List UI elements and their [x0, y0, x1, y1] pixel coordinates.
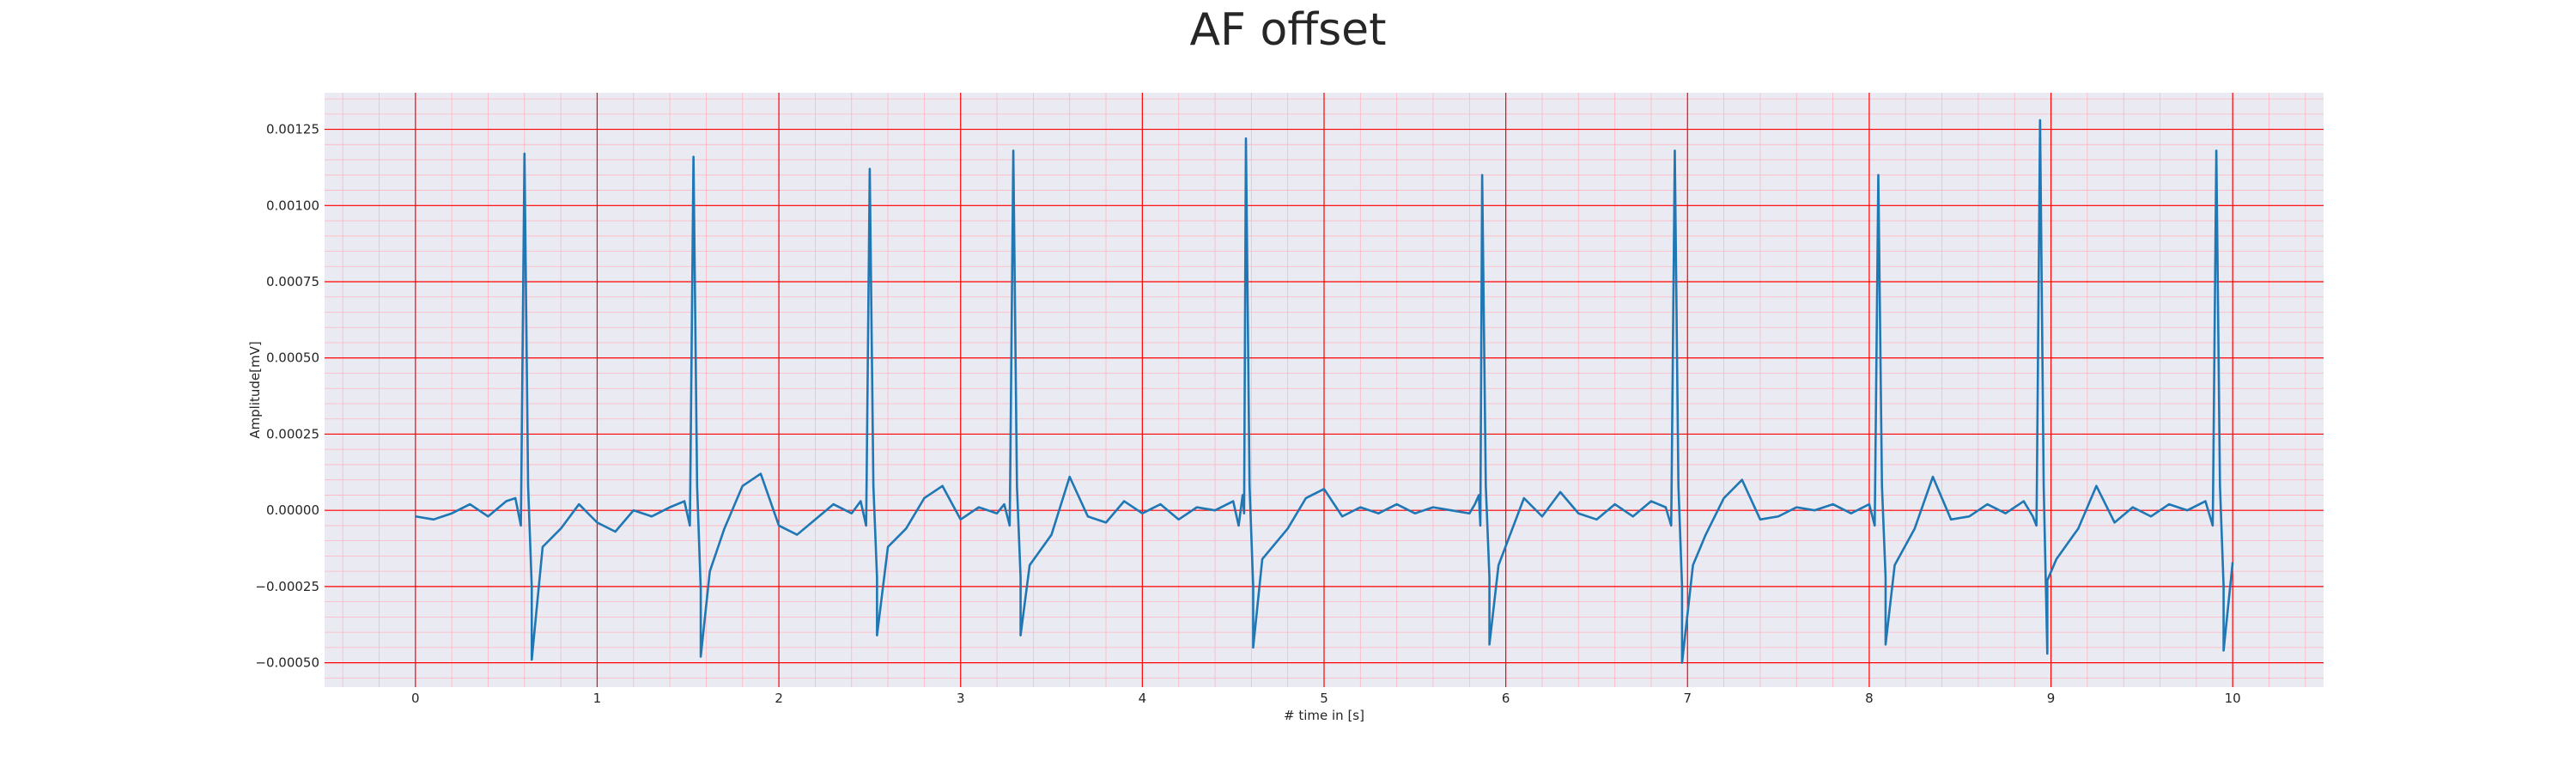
series-layer — [415, 119, 2234, 664]
y-tick-label: −0.00025 — [255, 579, 319, 594]
x-tick-label: 2 — [775, 691, 783, 706]
x-tick-label: 5 — [1320, 691, 1328, 706]
x-tick-label: 6 — [1502, 691, 1510, 706]
chart-title: AF offset — [1189, 4, 1386, 56]
y-tick-label: 0.00125 — [266, 122, 319, 137]
y-axis-ticks: −0.00050 −0.00025 0.00000 0.00025 0.00050 0.0… — [255, 122, 319, 671]
ecg-series-line — [415, 119, 2234, 664]
x-axis-label: # time in [s] — [1284, 708, 1364, 723]
y-tick-label: 0.00000 — [266, 502, 319, 518]
x-tick-label: 0 — [411, 691, 420, 706]
y-tick-label: −0.00050 — [255, 655, 319, 671]
x-tick-label: 10 — [2225, 691, 2241, 706]
x-tick-label: 4 — [1139, 691, 1147, 706]
x-tick-label: 1 — [593, 691, 602, 706]
x-tick-label: 3 — [957, 691, 965, 706]
y-axis-label: Amplitude[mV] — [247, 341, 263, 438]
y-tick-label: 0.00100 — [266, 198, 319, 213]
x-tick-label: 8 — [1865, 691, 1874, 706]
x-axis-ticks: 0 1 2 3 4 5 6 7 8 9 10 — [411, 691, 2241, 706]
x-tick-label: 7 — [1683, 691, 1692, 706]
y-tick-label: 0.00050 — [266, 350, 319, 366]
y-tick-label: 0.00025 — [266, 426, 319, 441]
x-tick-label: 9 — [2047, 691, 2056, 706]
y-tick-label: 0.00075 — [266, 274, 319, 289]
major-grid — [325, 93, 2324, 687]
